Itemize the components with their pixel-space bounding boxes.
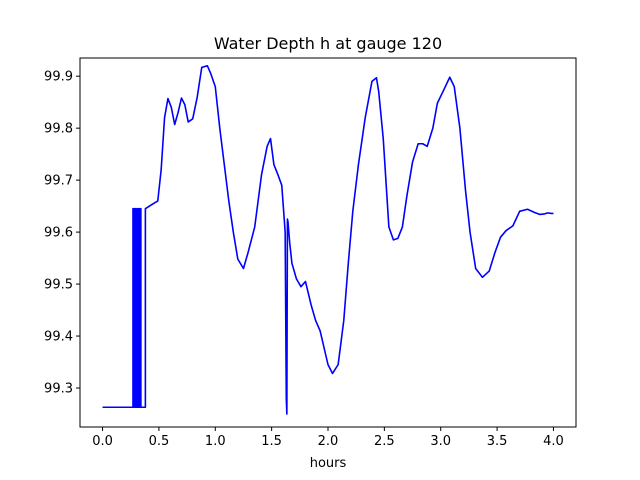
plot-area: [80, 58, 576, 427]
x-tick-label: 0.0: [92, 434, 113, 449]
chart-title: Water Depth h at gauge 120: [214, 34, 442, 53]
x-tick-label: 2.0: [318, 434, 339, 449]
x-tick-label: 1.0: [205, 434, 226, 449]
y-tick-label: 99.3: [44, 382, 73, 397]
series-line-0: [102, 65, 554, 415]
y-axis: 99.3 99.4 99.5 99.6 99.7 99.8 99.9: [44, 70, 80, 397]
y-tick-label: 99.6: [44, 226, 73, 241]
y-tick-label: 99.8: [44, 122, 73, 137]
x-axis-label: hours: [310, 456, 347, 471]
x-tick-label: 3.5: [487, 434, 508, 449]
y-tick-label: 99.4: [44, 330, 73, 345]
y-tick-label: 99.7: [44, 174, 73, 189]
x-tick-label: 1.5: [261, 434, 282, 449]
x-tick-label: 0.5: [149, 434, 170, 449]
x-tick-label: 2.5: [374, 434, 395, 449]
x-tick-label: 3.0: [430, 434, 451, 449]
y-tick-label: 99.5: [44, 278, 73, 293]
x-tick-label: 4.0: [543, 434, 564, 449]
x-axis: 0.0 0.5 1.0 1.5 2.0 2.5 3.0 3.5 4.0: [92, 427, 564, 449]
series-layer: [102, 65, 554, 415]
y-tick-label: 99.9: [44, 70, 73, 85]
